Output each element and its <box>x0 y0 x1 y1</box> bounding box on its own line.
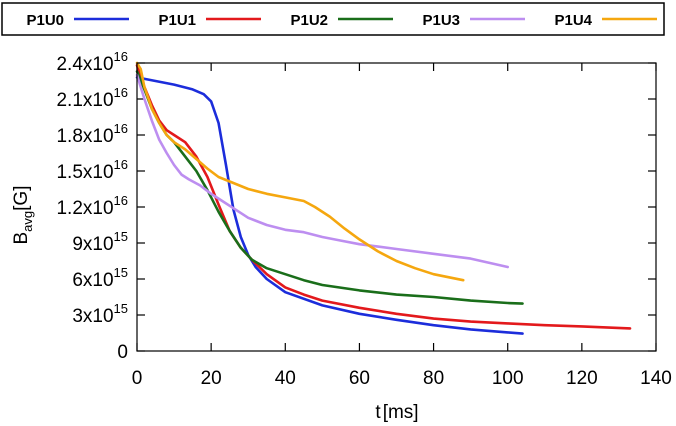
x-tick-label: 100 <box>492 368 524 389</box>
y-axis-title-text: Bavg[G] <box>11 186 35 245</box>
y-tick-exponent: 16 <box>114 121 128 136</box>
x-tick-label: 120 <box>566 368 598 389</box>
x-tick-label: 80 <box>423 368 444 389</box>
y-tick-exponent: 16 <box>114 85 128 100</box>
legend-label-p1u1: P1U1 <box>158 12 196 29</box>
series-lines <box>135 61 632 335</box>
x-tick-label: 0 <box>132 368 143 389</box>
x-axis-title-unit: [ms] <box>383 402 419 423</box>
y-tick-label: 9x1015 <box>72 229 128 255</box>
y-tick-exponent: 15 <box>114 301 128 316</box>
y-tick-label: 0 <box>117 342 128 363</box>
x-axis-title-main: t <box>375 402 381 423</box>
y-tick-mantissa: 1.2x10 <box>56 198 113 219</box>
x-axis-title: t [ms] <box>375 402 418 423</box>
tick-labels: 0 20 40 60 80 100 120 14003x10156x10159x10151.2… <box>56 49 671 389</box>
y-tick-label: 1.5x1016 <box>56 157 128 183</box>
legend-label-p1u2: P1U2 <box>290 12 328 29</box>
series-line-p1u3 <box>135 73 510 269</box>
y-tick-mantissa: 9x10 <box>72 234 113 255</box>
y-tick-exponent: 16 <box>114 157 128 172</box>
series-line-p1u4 <box>135 61 465 282</box>
legend: P1U0 P1U1 P1U2 P1U3 P1U4 <box>1 2 665 36</box>
x-tick-label: 20 <box>201 368 222 389</box>
y-tick-mantissa: 2.4x10 <box>56 54 113 75</box>
x-tick-label: 140 <box>640 368 672 389</box>
y-tick-mantissa: 0 <box>117 342 128 363</box>
y-tick-label: 1.2x1016 <box>56 193 128 219</box>
y-tick-exponent: 15 <box>114 229 128 244</box>
legend-label-p1u3: P1U3 <box>422 12 460 29</box>
y-tick-exponent: 16 <box>114 193 128 208</box>
y-tick-exponent: 16 <box>114 49 128 64</box>
y-axis-title-main: B <box>11 232 32 245</box>
y-axis-title-sub: avg <box>20 211 35 232</box>
y-axis-title: Bavg[G] <box>11 186 35 245</box>
x-tick-label: 40 <box>275 368 296 389</box>
y-tick-label: 2.4x1016 <box>56 49 128 75</box>
y-tick-mantissa: 2.1x10 <box>56 90 113 111</box>
y-tick-mantissa: 6x10 <box>72 270 113 291</box>
y-tick-mantissa: 1.8x10 <box>56 126 113 147</box>
y-tick-exponent: 15 <box>114 265 128 280</box>
plot-frame <box>136 62 657 352</box>
y-tick-mantissa: 1.5x10 <box>56 162 113 183</box>
y-tick-label: 2.1x1016 <box>56 85 128 111</box>
x-tick-label: 60 <box>349 368 370 389</box>
y-tick-label: 1.8x1016 <box>56 121 128 147</box>
legend-label-p1u0: P1U0 <box>26 12 64 29</box>
legend-label-p1u4: P1U4 <box>554 12 592 29</box>
y-tick-label: 6x1015 <box>72 265 128 291</box>
y-tick-mantissa: 3x10 <box>72 306 113 327</box>
y-tick-label: 3x1015 <box>72 301 128 327</box>
y-axis-title-unit: [G] <box>11 186 32 211</box>
